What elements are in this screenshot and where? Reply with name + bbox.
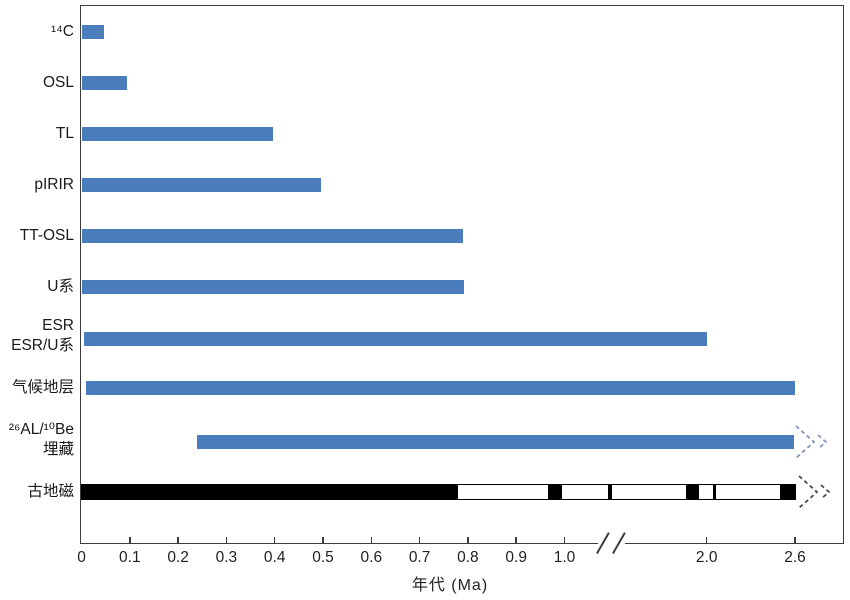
bar-tl (81, 127, 274, 141)
x-tick (177, 536, 179, 543)
bar-tt-osl (81, 229, 464, 243)
x-tick-label: 2.0 (695, 549, 718, 566)
bar-osl (81, 76, 127, 90)
row-label-c14: ¹⁴C (50, 23, 74, 40)
x-tick (322, 536, 324, 543)
x-tick-label: 0.2 (167, 549, 189, 566)
plot-frame (80, 5, 844, 544)
polarity-normal-segment (780, 485, 795, 499)
row-label-paleomag: 古地磁 (27, 483, 74, 500)
x-tick-label: 0.9 (505, 549, 527, 566)
bar-esr (83, 332, 707, 346)
x-tick (129, 536, 131, 543)
row-label-u-series: U系 (47, 278, 74, 295)
polarity-normal-segment (81, 485, 459, 499)
x-tick-label: 0.5 (312, 549, 334, 566)
x-tick-label: 0 (77, 549, 86, 566)
bar-paleomag (80, 484, 796, 500)
x-tick-label: 2.6 (784, 549, 806, 566)
polarity-normal-segment (608, 485, 612, 499)
x-tick (563, 536, 566, 543)
x-tick (273, 536, 276, 543)
x-tick (794, 536, 796, 543)
polarity-normal-segment (685, 485, 700, 499)
bar-u-series (81, 280, 465, 294)
x-tick (370, 536, 373, 543)
row-label-pirir: pIRIR (34, 176, 74, 193)
polarity-normal-segment (547, 485, 563, 499)
x-tick (467, 536, 469, 543)
x-tick (418, 536, 421, 543)
x-tick-label: 0.8 (457, 549, 479, 566)
row-label-tl: TL (55, 125, 74, 142)
bar-pirir (81, 178, 322, 192)
dashed-arrow-right-icon (794, 424, 827, 459)
x-tick-label: 0.3 (215, 549, 238, 566)
dashed-arrow-right-icon (798, 475, 831, 509)
row-label-osl: OSL (42, 74, 74, 91)
x-tick-label: 0.7 (408, 549, 431, 566)
row-label-tt-osl: TT-OSL (19, 227, 74, 244)
bar-al-be (197, 434, 794, 449)
row-label-al-be: ²⁶AL/¹⁰Be 埋藏 (8, 421, 74, 458)
x-tick-label: 1.0 (553, 549, 576, 566)
bar-climate (86, 381, 795, 395)
row-label-climate: 气候地层 (11, 379, 74, 396)
bar-c14 (81, 25, 105, 39)
x-axis-title: 年代 (Ma) (411, 577, 489, 594)
x-tick (705, 536, 708, 543)
x-axis-line-left (80, 542, 598, 545)
x-tick (515, 536, 517, 543)
x-tick (225, 536, 228, 543)
x-tick-label: 0.1 (119, 549, 141, 566)
polarity-normal-segment (712, 485, 716, 499)
row-label-esr: ESR ESR/U系 (11, 317, 74, 354)
x-tick-label: 0.4 (263, 549, 286, 566)
x-tick-label: 0.6 (360, 549, 383, 566)
x-axis-line-right (625, 542, 844, 545)
